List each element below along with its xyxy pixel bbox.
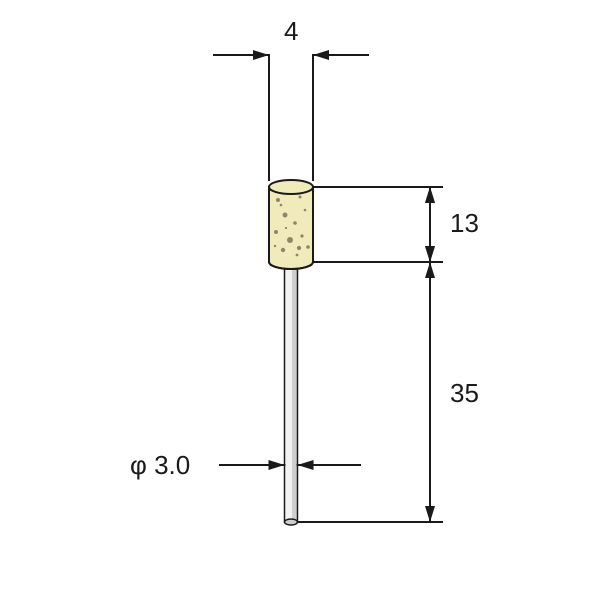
dim-top-width-label: 4 [284,16,298,47]
dim-shank-dia-label: φ 3.0 [130,450,190,481]
diagram-svg [0,0,600,600]
diagram-stage: 4 13 35 φ 3.0 [0,0,600,600]
dim-head-height-label: 13 [450,208,479,239]
dim-shank-length-label: 35 [450,378,479,409]
